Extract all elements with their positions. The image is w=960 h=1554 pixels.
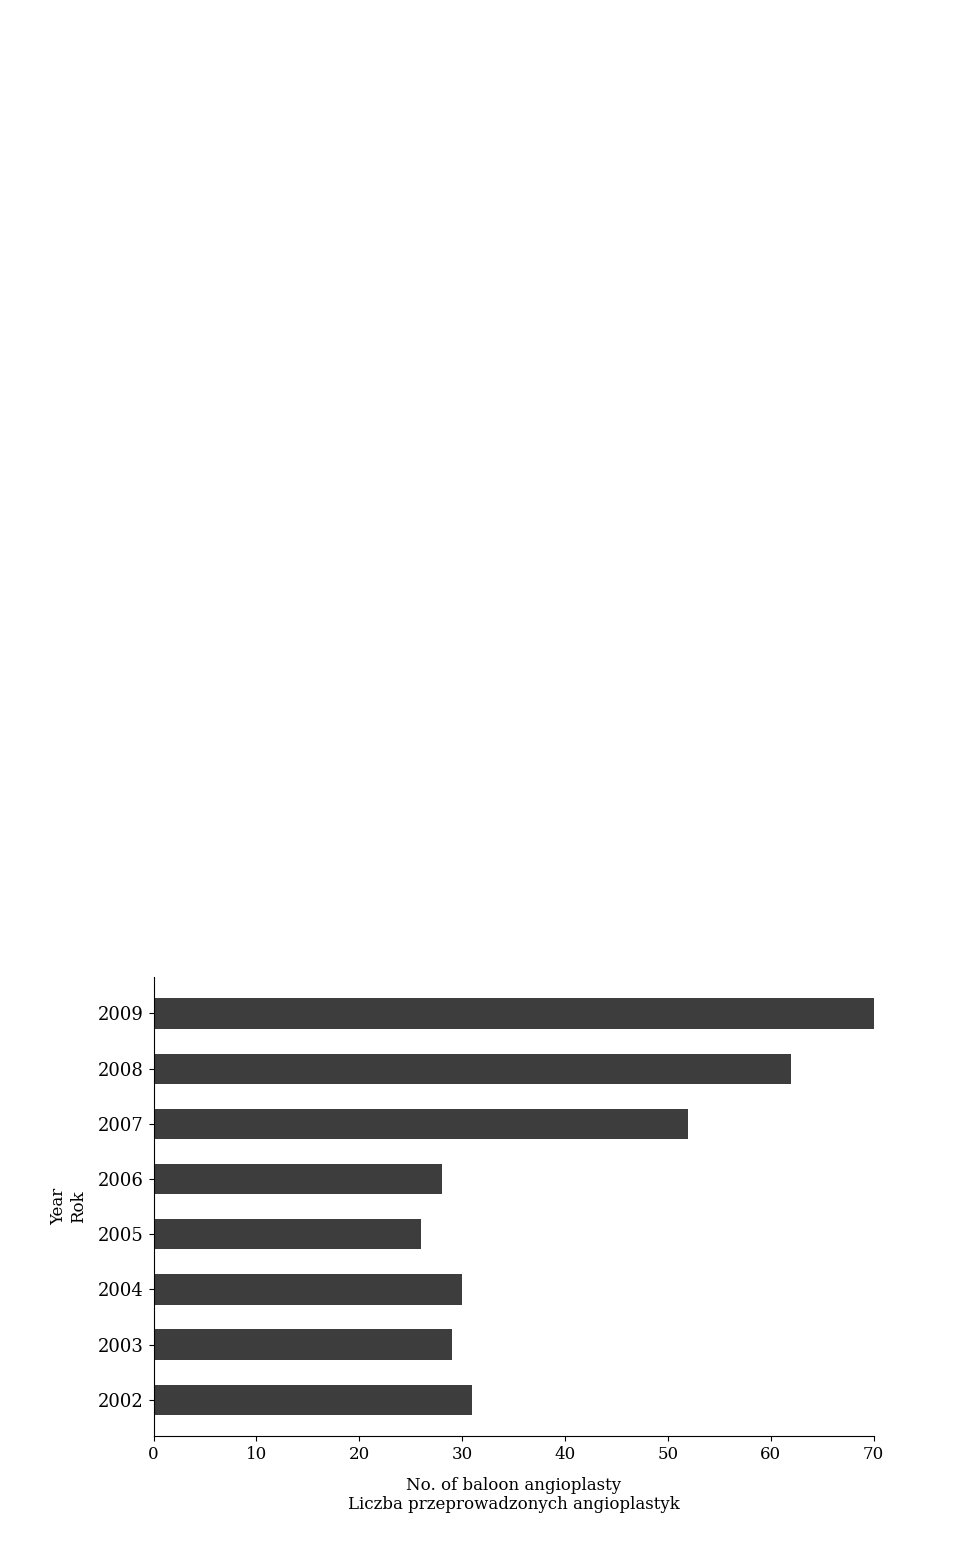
Bar [154, 1164, 442, 1195]
Y-axis label: Year
Rok: Year Rok [50, 1189, 87, 1225]
Bar [154, 1218, 421, 1249]
Bar [154, 998, 874, 1029]
Bar [154, 1274, 462, 1305]
Bar [154, 1108, 688, 1139]
Bar [154, 1054, 791, 1083]
X-axis label: No. of baloon angioplasty
Liczba przeprowadzonych angioplastyk: No. of baloon angioplasty Liczba przepro… [348, 1476, 680, 1514]
Bar [154, 1385, 472, 1416]
Bar [154, 1330, 452, 1360]
